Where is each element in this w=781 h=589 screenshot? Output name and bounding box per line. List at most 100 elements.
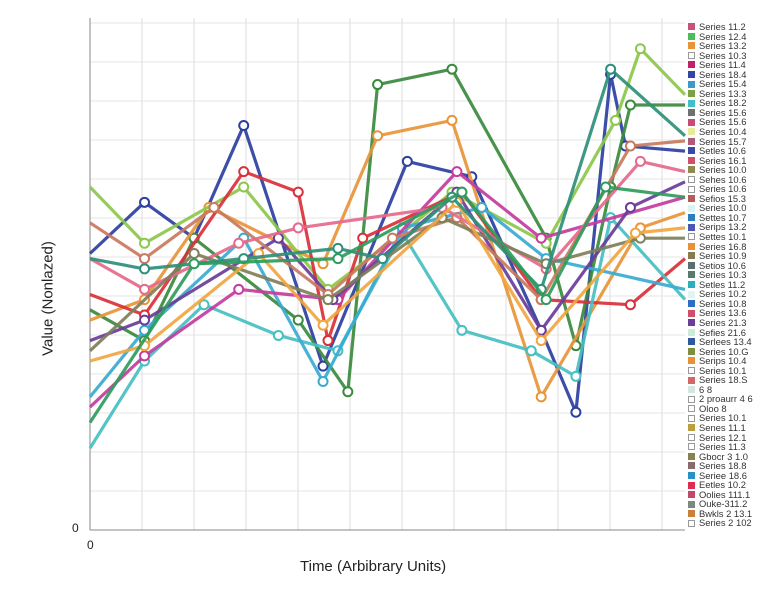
legend-item: Series 18.4 (688, 70, 781, 80)
legend-label: Series 2 102 (699, 517, 752, 529)
legend-label: Series 10.1 (699, 364, 747, 376)
legend-item: Series 11.4 (688, 60, 781, 70)
data-point (322, 294, 334, 306)
legend-swatch (688, 176, 695, 184)
legend-swatch (688, 128, 695, 136)
legend-label: Series 18.8 (699, 460, 747, 472)
legend-swatch (688, 147, 695, 155)
legend-item: Sehes 10.6 (688, 175, 781, 185)
legend-swatch (688, 471, 695, 479)
data-point (292, 314, 304, 326)
legend-swatch (688, 23, 695, 31)
legend-item: Eetles 10.2 (688, 480, 781, 490)
legend-label: Series 11.2 (699, 21, 746, 32)
legend-swatch (688, 443, 695, 451)
legend-item: Series 12.1 (688, 431, 781, 443)
data-point (624, 201, 636, 213)
legend-item: Ouke-311.2 (688, 499, 781, 509)
series-line-1 (88, 72, 686, 414)
data-point (139, 237, 151, 249)
legend-swatch (688, 118, 695, 126)
legend-swatch (688, 328, 695, 336)
legend-label: Serlees 13.4 (699, 336, 752, 348)
data-point (139, 350, 151, 362)
legend-label: Series 12.1 (699, 431, 747, 443)
data-point (139, 314, 151, 326)
legend-swatch (688, 261, 695, 269)
legend-swatch (688, 424, 695, 432)
y-tick-label: 0 (72, 521, 79, 535)
legend-swatch (688, 290, 695, 298)
data-point (342, 386, 354, 398)
legend-item: Serips 13.2 (688, 222, 781, 232)
data-point (605, 63, 617, 75)
data-point (139, 263, 151, 275)
legend-item: Seriee 18.6 (688, 471, 781, 481)
legend-label: Series 10.0 (699, 202, 747, 214)
data-point (570, 370, 582, 382)
legend-swatch (688, 99, 695, 107)
legend-swatch (688, 185, 695, 193)
legend-swatch (688, 462, 695, 470)
legend-swatch (688, 42, 695, 50)
legend-swatch (688, 376, 695, 384)
legend-swatch (688, 51, 695, 59)
data-point (386, 232, 398, 244)
legend-item: Setios 10.6 (688, 261, 781, 271)
legend-swatch (688, 214, 695, 222)
legend-swatch (688, 500, 695, 508)
legend-item: Series 10.2 (688, 289, 781, 299)
data-point (188, 248, 200, 260)
legend-label: Series 12.4 (699, 30, 747, 42)
legend-swatch (688, 32, 695, 40)
data-point (476, 201, 488, 213)
legend-swatch (688, 414, 695, 422)
data-point (332, 242, 344, 254)
legend-item: Sefies 21.6 (688, 327, 781, 338)
legend-label: Series 11.3 (699, 441, 746, 453)
data-point (535, 391, 547, 403)
legend-item: Oloo 8 (688, 404, 781, 414)
legend-label: Bwkls 2 13.1 (699, 507, 753, 519)
legend-label: Series 21.3 (699, 316, 747, 328)
legend-label: 6 8 (699, 383, 713, 395)
data-point (198, 299, 210, 311)
data-point (188, 258, 200, 270)
data-point (634, 43, 646, 55)
legend-label: Series 10.4 (699, 126, 747, 138)
legend-item: Series 21.3 (688, 318, 781, 328)
legend-item: Series 10.1 (688, 366, 781, 376)
legend-label: Series 18.S (699, 374, 748, 386)
data-point (570, 406, 582, 418)
data-point (357, 232, 369, 244)
legend-swatch (688, 90, 695, 98)
data-point (540, 294, 552, 306)
data-point (377, 253, 389, 265)
legend-item: Series 10.4 (688, 127, 781, 137)
data-point (456, 186, 468, 198)
legend-swatch (688, 166, 695, 174)
data-point (535, 232, 547, 244)
legend-swatch (688, 366, 695, 374)
data-point (634, 155, 646, 167)
legend-item: Oolies 111.1 (688, 490, 781, 500)
legend-label: Series 10.6 (699, 183, 747, 195)
legend-label: Series 18.4 (699, 68, 747, 80)
data-point (372, 130, 384, 142)
legend-swatch (688, 395, 695, 403)
legend-label: Series 11.4 (699, 59, 746, 71)
legend-item: Series 10.8 (688, 299, 781, 309)
data-point (456, 324, 468, 336)
legend-item: 6 8 (688, 385, 781, 395)
legend-item: Series 18.8 (688, 461, 781, 471)
legend-item: 2 proaurr 4 6 (688, 394, 781, 404)
legend-item: Series 13.3 (688, 89, 781, 99)
data-point (238, 181, 250, 193)
legend-label: Seriee 18.6 (699, 469, 747, 481)
legend-label: Series 10.2 (699, 288, 747, 300)
legend-item: Series 11.2 (688, 22, 781, 32)
legend-item: Sefios 15.3 (688, 194, 781, 204)
legend-item: Serlees 13.4 (688, 337, 781, 347)
legend-label: Series 10.1 (699, 412, 747, 424)
legend-swatch (688, 109, 695, 117)
